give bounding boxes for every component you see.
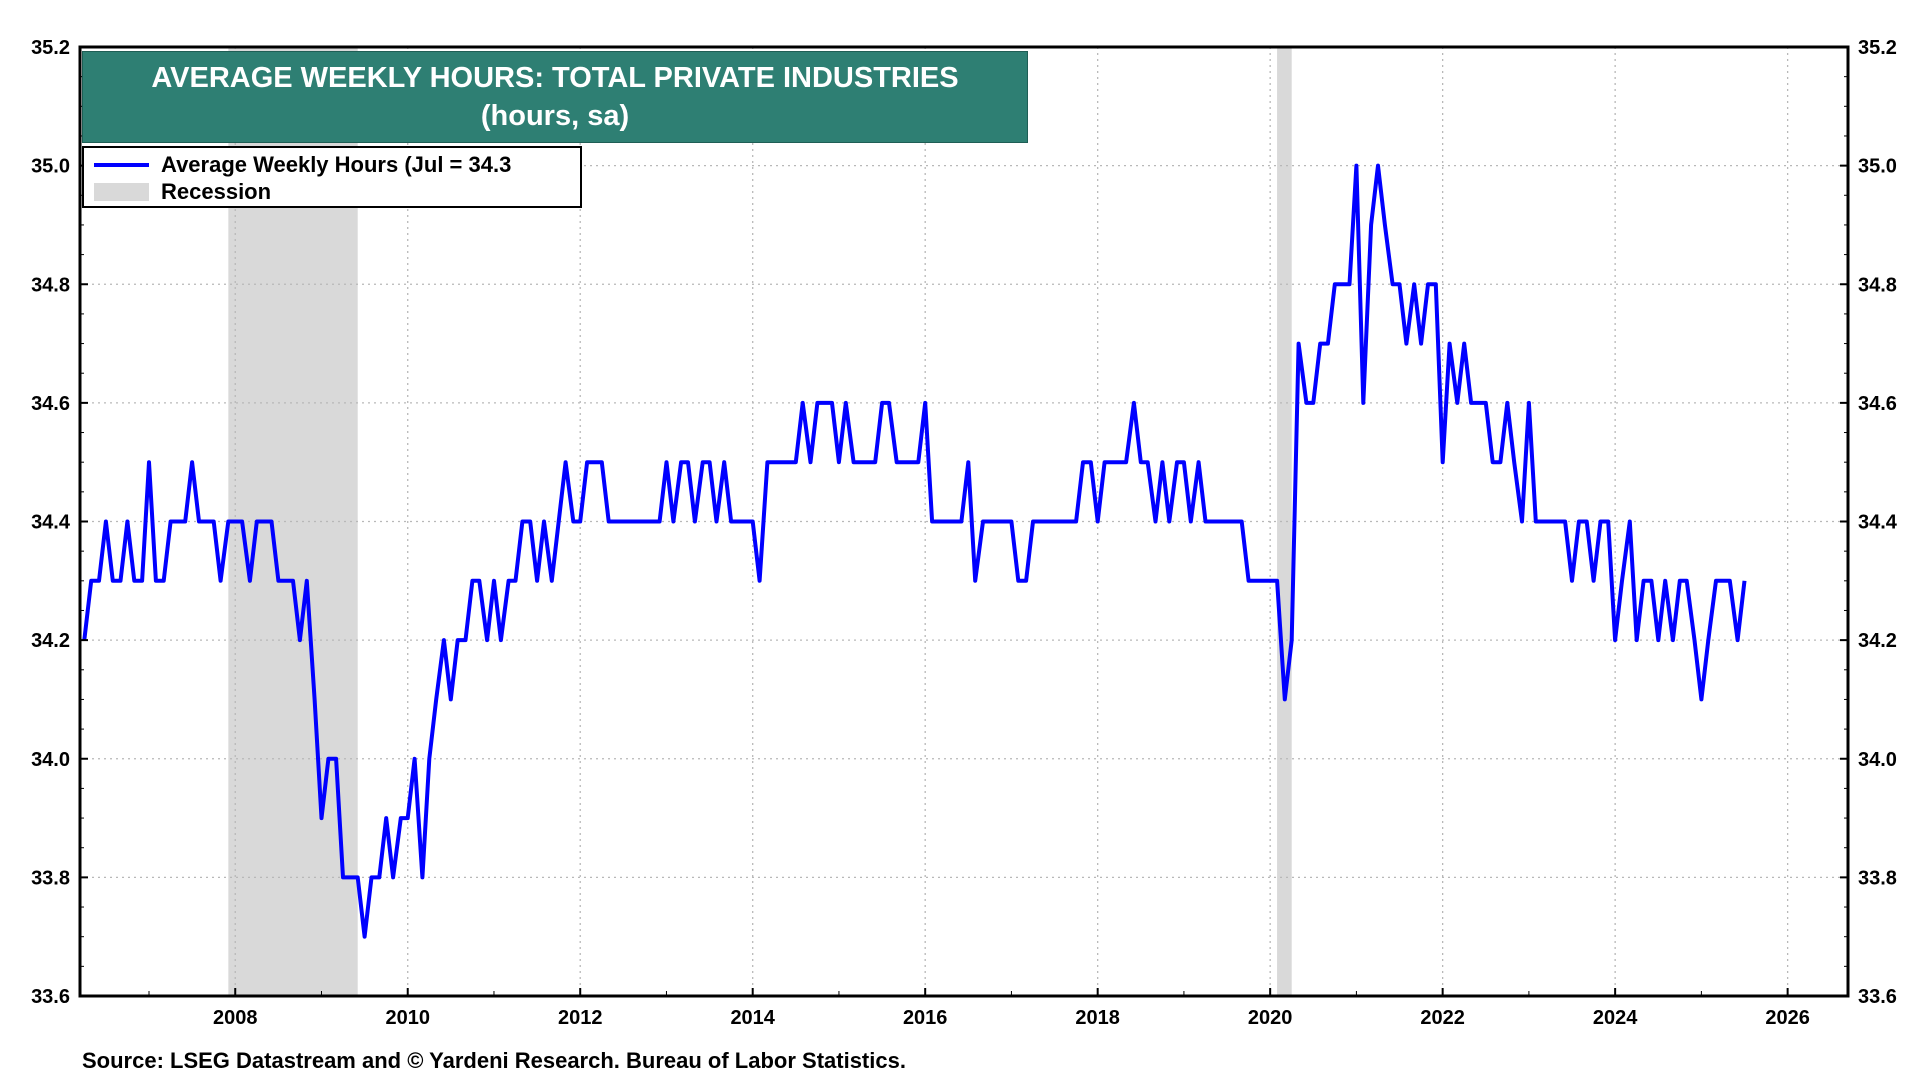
y-tick-label-right: 34.0 [1858, 749, 1897, 771]
x-tick-label: 2022 [1420, 1007, 1465, 1029]
x-tick-label: 2008 [213, 1007, 258, 1029]
y-tick-label-right: 33.6 [1858, 986, 1897, 1008]
chart-subtitle: (hours, sa) [480, 100, 630, 132]
y-tick-label-right: 33.8 [1858, 867, 1897, 889]
legend-item-series: Average Weekly Hours (Jul = 34.3 [94, 152, 511, 178]
y-tick-label-left: 34.6 [31, 393, 70, 415]
x-tick-label: 2026 [1765, 1007, 1810, 1029]
chart-title: AVERAGE WEEKLY HOURS: TOTAL PRIVATE INDU… [151, 62, 959, 94]
series-lines [82, 163, 1747, 939]
x-tick-label: 2014 [730, 1007, 775, 1029]
source-note: Source: LSEG Datastream and © Yardeni Re… [82, 1048, 906, 1073]
x-tick-label: 2010 [385, 1007, 430, 1029]
legend-recession-swatch [94, 183, 149, 201]
y-tick-label-right: 34.8 [1858, 274, 1897, 296]
recession-band [1277, 47, 1292, 996]
x-tick-label: 2012 [558, 1007, 603, 1029]
x-tick-label: 2024 [1593, 1007, 1638, 1029]
y-tick-label-left: 34.2 [31, 630, 70, 652]
y-tick-label-left: 33.6 [31, 986, 70, 1008]
x-tick-label: 2016 [903, 1007, 948, 1029]
legend-line-swatch [94, 163, 149, 167]
y-tick-label-left: 35.2 [31, 37, 70, 59]
x-tick-label: 2020 [1248, 1007, 1293, 1029]
axis-labels: 33.6 33.6 33.8 33.8 34.0 34.0 34.2 34.2 34.4 34.4… [31, 37, 1898, 1029]
y-tick-label-right: 35.2 [1858, 37, 1897, 59]
y-tick-label-right: 34.2 [1858, 630, 1897, 652]
legend-recession-label: Recession [161, 179, 272, 204]
legend-series-label: Average Weekly Hours (Jul = 34.3 [161, 152, 512, 177]
y-tick-label-left: 34.4 [31, 512, 71, 534]
y-tick-label-right: 35.0 [1858, 156, 1897, 178]
x-tick-label: 2018 [1075, 1007, 1120, 1029]
y-tick-label-right: 34.4 [1858, 512, 1898, 534]
legend: Average Weekly Hours (Jul = 34.3 Recessi… [82, 146, 582, 208]
axis-ticks [80, 46, 1848, 997]
series-line [82, 163, 1747, 939]
y-tick-label-right: 34.6 [1858, 393, 1897, 415]
y-tick-label-left: 34.8 [31, 274, 70, 296]
legend-item-recession: Recession [94, 179, 271, 205]
y-tick-label-left: 33.8 [31, 867, 70, 889]
chart-title-box: AVERAGE WEEKLY HOURS: TOTAL PRIVATE INDU… [82, 51, 1028, 143]
y-tick-label-left: 35.0 [31, 156, 70, 178]
y-tick-label-left: 34.0 [31, 749, 70, 771]
